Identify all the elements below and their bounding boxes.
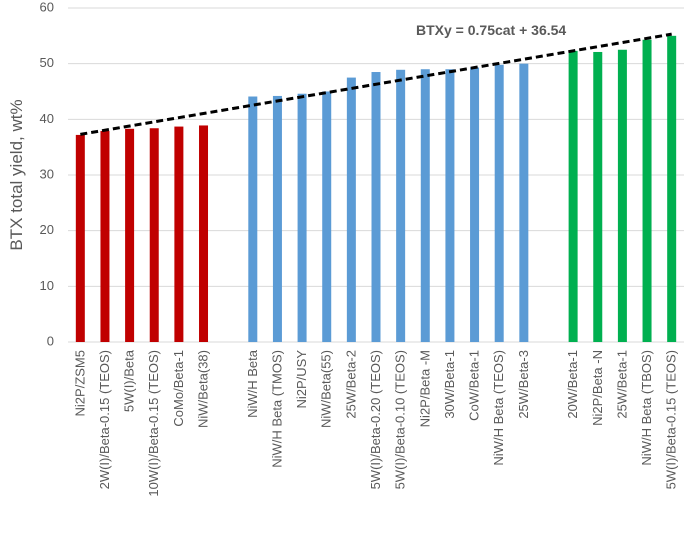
x-tick-label: NiW/H Beta (TEOS) (491, 350, 506, 466)
y-tick-label: 60 (40, 0, 54, 14)
x-tick-label: 5W(I)/Beta-0.15 (TEOS) (664, 350, 679, 489)
y-axis-title: BTX total yield, wt% (7, 99, 26, 250)
bar (445, 69, 455, 342)
x-tick-label: 25W/Beta-1 (614, 350, 629, 419)
x-tick-label: NiW/Beta(55) (319, 350, 334, 428)
bar (420, 69, 430, 342)
y-tick-label: 40 (40, 111, 54, 126)
bar (371, 72, 381, 343)
x-tick-label: NiW/H Beta (245, 349, 260, 418)
x-tick-label: CoW/Beta-1 (467, 350, 482, 421)
trendline (80, 32, 672, 136)
bar (248, 96, 258, 342)
x-tick-label: 25W/Beta-2 (343, 350, 358, 419)
x-tick-label: 2W(I)/Beta-0.15 (TEOS) (97, 350, 112, 489)
bar (346, 77, 356, 342)
x-tick-label: 5W(I)/Beta (122, 349, 137, 412)
bar (75, 134, 85, 342)
bar (174, 126, 184, 342)
bar (617, 49, 627, 342)
bar (322, 91, 332, 342)
bar (297, 93, 307, 342)
bar (125, 128, 135, 342)
x-tick-label: Ni2P/Beta -N (590, 350, 605, 426)
y-tick-label: 10 (40, 278, 54, 293)
x-tick-label: CoMo/Beta-1 (171, 350, 186, 427)
y-tick-label: 50 (40, 55, 54, 70)
y-tick-label: 0 (47, 333, 54, 348)
x-tick-label: NiW/Beta(38) (196, 350, 211, 428)
bar (470, 67, 480, 343)
bar (519, 63, 529, 343)
x-tick-label: Ni2P/Beta -M (417, 350, 432, 427)
x-tick-label: Ni2P/ZSM5 (72, 350, 87, 416)
bar (667, 35, 677, 342)
bar (100, 131, 110, 342)
bar (568, 50, 578, 342)
x-tick-label: 5W(I)/Beta-0.10 (TEOS) (393, 350, 408, 489)
x-tick-label: NiW/H Beta (TMOS) (269, 350, 284, 468)
y-tick-label: 20 (40, 222, 54, 237)
x-tick-label: NiW/H Beta (TBOS) (639, 350, 654, 466)
x-tick-label: Ni2P/USY (294, 350, 309, 409)
bar (494, 64, 504, 342)
bar (642, 39, 652, 342)
bar (396, 69, 406, 342)
x-tick-label: 5W(I)/Beta-0.20 (TEOS) (368, 350, 383, 489)
x-tick-label: 20W/Beta-1 (565, 350, 580, 419)
bar (272, 95, 282, 342)
x-tick-label: 25W/Beta-3 (516, 350, 531, 419)
x-tick-label: 30W/Beta-1 (442, 350, 457, 419)
bar (199, 125, 209, 342)
bar (149, 128, 159, 342)
bar (593, 51, 603, 343)
trendline-label: BTXy = 0.75cat + 36.54 (416, 22, 566, 38)
x-tick-label: 10W(I)/Beta-0.15 (TEOS) (146, 350, 161, 497)
y-tick-label: 30 (40, 166, 54, 181)
